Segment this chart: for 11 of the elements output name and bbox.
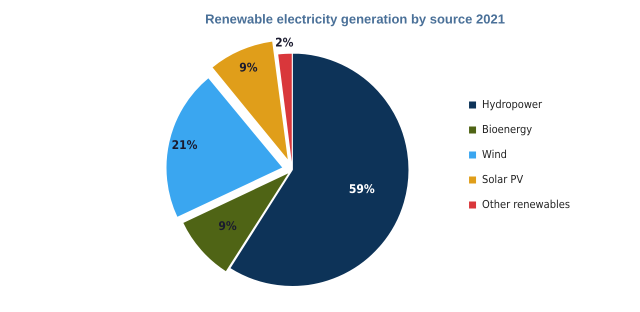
data-label: 9% xyxy=(239,60,258,75)
data-label: 9% xyxy=(218,219,237,234)
chart-title: Renewable electricity generation by source 2021 xyxy=(205,11,505,26)
legend-label: Wind xyxy=(482,148,507,161)
data-label: 21% xyxy=(172,138,198,152)
legend-label: Bioenergy xyxy=(482,122,532,136)
legend-label: Hydropower xyxy=(482,98,544,111)
data-label: 59% xyxy=(348,182,375,196)
legend-label: Solar PV xyxy=(482,172,524,186)
data-label: 2% xyxy=(275,35,294,50)
legend-label: Other renewables xyxy=(482,198,570,211)
